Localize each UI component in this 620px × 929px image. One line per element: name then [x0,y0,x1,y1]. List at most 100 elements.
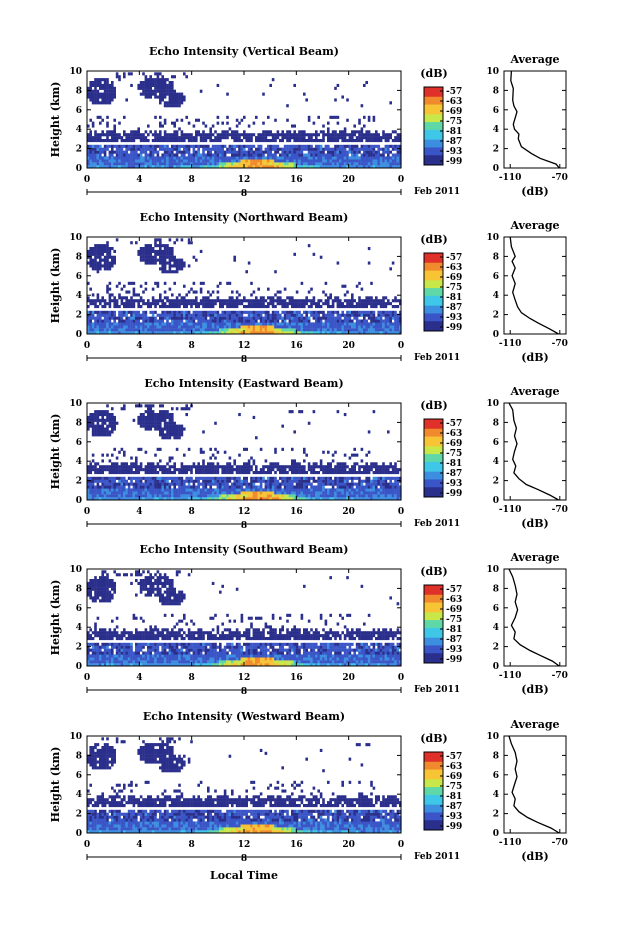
heatmap-cell [159,252,162,256]
heatmap-cell [91,476,95,480]
heatmap-cell [192,465,196,469]
heatmap-cell [271,139,275,143]
heatmap-cell [106,121,109,125]
heatmap-cell [274,494,277,498]
heatmap-cell [288,488,292,492]
heatmap-cell [394,313,397,317]
heatmap-cell [185,491,188,495]
heatmap-cell [185,465,188,469]
heatmap-cell [202,488,205,492]
heatmap-cell [94,328,97,332]
heatmap-cell [315,497,318,501]
heatmap-cell [187,153,191,157]
heatmap-cell [226,302,229,306]
heatmap-cell [101,150,104,154]
heatmap-cell [180,331,184,335]
heatmap-cell [156,462,160,466]
heatmap-cell [168,252,172,256]
heatmap-cell [219,313,222,317]
heatmap-cell [286,482,289,486]
heatmap-cell [216,485,220,489]
heatmap-cell [396,316,400,320]
heatmap-cell [120,491,124,495]
heatmap-cell [355,165,359,169]
heatmap-cell [96,322,100,326]
heatmap-cell [211,319,215,323]
heatmap-cell [341,319,344,323]
heatmap-cell [226,150,229,154]
heatmap-cell [94,424,97,428]
heatmap-cell [147,159,150,163]
heatmap-cell [331,305,335,309]
heatmap-cell [370,144,373,148]
heatmap-cell [161,136,164,140]
heatmap-cell [171,433,174,437]
heatmap-cell [113,488,116,492]
heatmap-cell [120,465,124,469]
heatmap-cell [226,305,229,309]
heatmap-cell [197,165,200,169]
heatmap-cell [96,247,100,251]
heatmap-cell [319,139,323,143]
heatmap-cell [259,147,263,151]
heatmap-cell [372,139,376,143]
heatmap-cell [228,310,232,314]
heatmap-cell [137,476,140,480]
heatmap-cell [139,322,143,326]
heatmap-cell [130,72,133,76]
heatmap-cell [163,130,167,134]
heatmap-cell [99,468,102,472]
heatmap-cell [187,144,191,148]
heatmap-cell [360,165,364,169]
heatmap-cell [175,238,179,242]
heatmap-cell [151,255,155,259]
heatmap-cell [223,476,227,480]
heatmap-cell [223,162,227,166]
heatmap-cell [125,465,128,469]
heatmap-cell [211,476,215,480]
heatmap-cell [137,328,140,332]
heatmap-cell [147,81,150,85]
heatmap-cell [255,497,258,501]
heatmap-cell [192,299,196,303]
y-tick-label: 6 [76,106,82,116]
heatmap-cell [163,252,167,256]
heatmap-cell [209,136,212,140]
heatmap-cell [171,258,174,262]
heatmap-cell [132,162,136,166]
heatmap-cell [355,305,359,309]
heatmap-cell [317,162,320,166]
heatmap-cell [123,497,126,501]
heatmap-cell [118,491,121,495]
heatmap-cell [168,328,172,332]
heatmap-cell [250,316,253,320]
heatmap-cell [190,476,193,480]
heatmap-cell [175,476,179,480]
heatmap-cell [279,139,282,143]
heatmap-cell [180,430,184,434]
heatmap-cell [377,165,380,169]
date-label: Feb 2011 [414,353,460,363]
heatmap-cell [137,147,140,151]
heatmap-cell [276,296,280,300]
heatmap-cell [216,144,220,148]
heatmap-cell [147,421,150,425]
heatmap-cell [130,456,133,460]
heatmap-cell [149,485,152,489]
heatmap-cell [298,150,301,154]
heatmap-cell [360,133,364,137]
heatmap-cell [175,95,179,99]
heatmap-cell [317,153,320,157]
heatmap-cell [279,156,282,160]
heatmap-cell [346,290,349,294]
heatmap-cell [394,153,397,157]
heatmap-cell [389,101,392,105]
heatmap-cell [226,165,229,169]
heatmap-cell [147,482,150,486]
heatmap-cell [142,468,145,472]
heatmap-cell [111,162,114,166]
heatmap-cell [142,488,145,492]
heatmap-cell [99,313,102,317]
heatmap-cell [211,305,215,309]
heatmap-cell [211,322,215,326]
